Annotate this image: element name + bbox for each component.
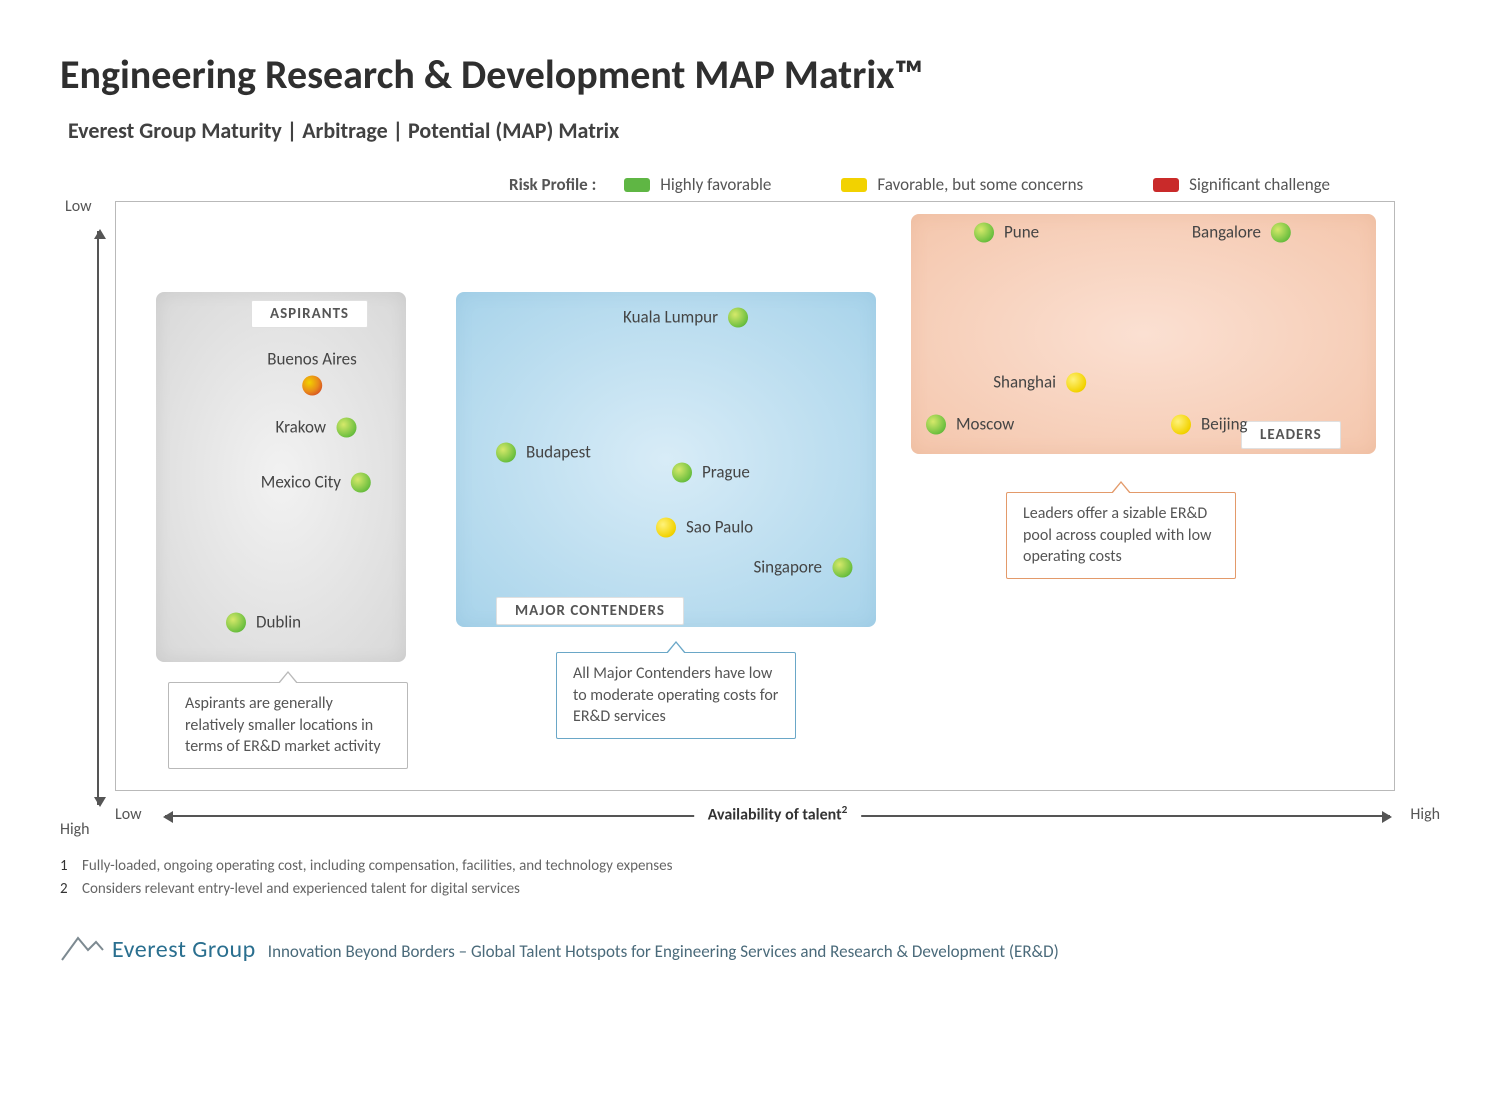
city-point: Prague — [672, 462, 750, 483]
city-label: Buenos Aires — [267, 349, 357, 370]
callout-aspirants: Aspirants are generally relatively small… — [168, 682, 408, 769]
city-label: Kuala Lumpur — [623, 307, 718, 328]
risk-dot — [351, 472, 371, 492]
risk-dot — [728, 307, 748, 327]
city-label: Shanghai — [993, 372, 1056, 393]
risk-dot — [336, 417, 356, 437]
callout-contenders: All Major Contenders have low to moderat… — [556, 652, 796, 739]
city-label: Beijing — [1201, 414, 1248, 435]
page-title: Engineering Research & Development MAP M… — [60, 50, 1440, 99]
city-label: Singapore — [753, 557, 822, 578]
city-label: Sao Paulo — [686, 517, 753, 538]
risk-dot — [496, 442, 516, 462]
legend-label: Significant challenge — [1189, 174, 1330, 195]
city-point: Shanghai — [993, 372, 1086, 393]
city-point: Budapest — [496, 442, 591, 463]
chart-plot-area: ASPIRANTS Aspirants are generally relativ… — [115, 201, 1395, 791]
legend-item: Highly favorable — [624, 174, 771, 195]
legend-swatch — [1153, 178, 1179, 192]
y-axis-high: High — [60, 820, 90, 839]
x-axis-high: High — [1410, 805, 1440, 824]
map-matrix-chart: Low High Operating cost1 ASPIRANTSAspira… — [115, 201, 1440, 835]
risk-dot — [656, 517, 676, 537]
risk-dot — [974, 222, 994, 242]
city-point: Mexico City — [261, 472, 371, 493]
risk-dot — [672, 462, 692, 482]
city-label: Krakow — [276, 417, 327, 438]
footnotes: 1Fully-loaded, ongoing operating cost, i… — [60, 855, 1440, 900]
risk-dot — [302, 376, 322, 396]
city-label: Prague — [702, 462, 750, 483]
city-point: Krakow — [276, 417, 357, 438]
risk-dot — [926, 414, 946, 434]
city-point: Buenos Aires — [267, 349, 357, 396]
city-label: Dublin — [256, 612, 301, 633]
city-point: Bangalore — [1192, 222, 1291, 243]
city-label: Bangalore — [1192, 222, 1261, 243]
y-axis-low: Low — [65, 197, 92, 216]
risk-dot — [1271, 222, 1291, 242]
risk-dot — [1171, 414, 1191, 434]
risk-dot — [226, 612, 246, 632]
city-point: Moscow — [926, 414, 1014, 435]
legend-label: Favorable, but some concerns — [877, 174, 1083, 195]
footnote: 2Considers relevant entry-level and expe… — [60, 878, 1440, 901]
legend-label: Highly favorable — [660, 174, 771, 195]
city-label: Mexico City — [261, 472, 341, 493]
callout-leaders: Leaders offer a sizable ER&D pool across… — [1006, 492, 1236, 579]
x-axis: Low High Availability of talent2 — [115, 805, 1440, 835]
city-point: Pune — [974, 222, 1039, 243]
everest-logo-icon — [60, 930, 104, 964]
legend-swatch — [624, 178, 650, 192]
x-axis-low: Low — [115, 805, 142, 824]
risk-dot — [1066, 372, 1086, 392]
city-point: Beijing — [1171, 414, 1248, 435]
legend-item: Significant challenge — [1153, 174, 1330, 195]
risk-legend: Risk Profile : Highly favorable Favorabl… — [60, 174, 1440, 195]
city-label: Budapest — [526, 442, 591, 463]
footnote: 1Fully-loaded, ongoing operating cost, i… — [60, 855, 1440, 878]
city-point: Dublin — [226, 612, 301, 633]
risk-dot — [832, 557, 852, 577]
city-point: Kuala Lumpur — [623, 307, 748, 328]
city-point: Singapore — [753, 557, 852, 578]
quadrant-title: ASPIRANTS — [251, 300, 368, 328]
city-label: Moscow — [956, 414, 1014, 435]
legend-item: Favorable, but some concerns — [841, 174, 1083, 195]
brand-name: Everest Group — [112, 935, 256, 964]
x-axis-label: Availability of talent2 — [694, 803, 862, 824]
legend-title: Risk Profile : — [509, 174, 596, 195]
city-label: Pune — [1004, 222, 1039, 243]
footer: Everest Group Innovation Beyond Borders … — [60, 930, 1440, 964]
page-subtitle: Everest Group Maturity | Arbitrage | Pot… — [68, 117, 1440, 144]
legend-swatch — [841, 178, 867, 192]
y-axis-arrow — [97, 231, 99, 805]
quadrant-title: LEADERS — [1241, 421, 1341, 449]
quadrant-title: MAJOR CONTENDERS — [496, 597, 684, 625]
footer-tagline: Innovation Beyond Borders – Global Talen… — [268, 941, 1059, 964]
city-point: Sao Paulo — [656, 517, 753, 538]
